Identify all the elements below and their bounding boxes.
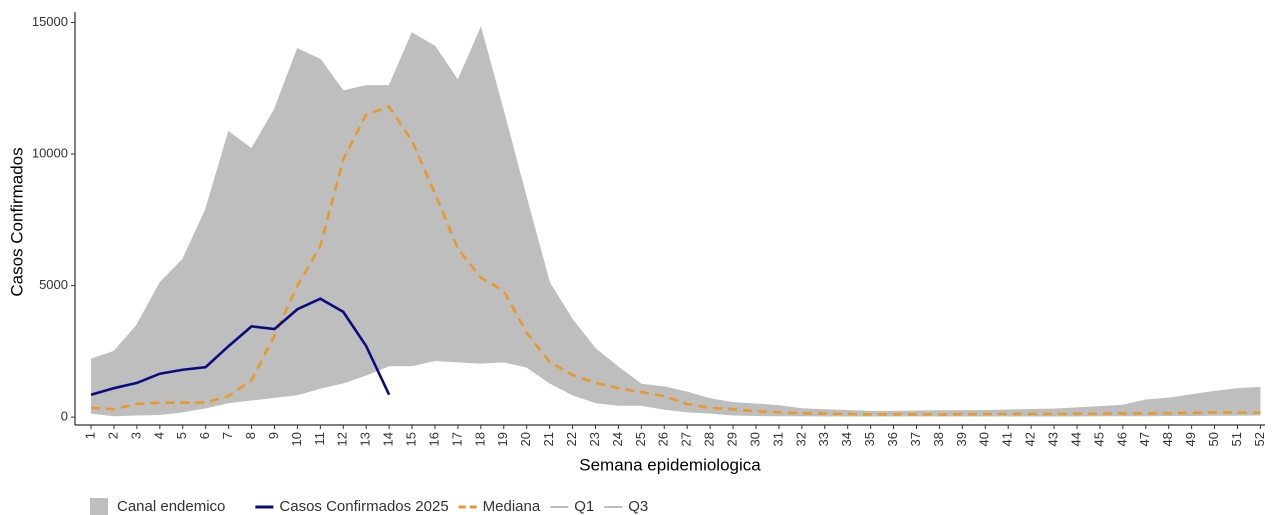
series-line	[90, 105, 1261, 416]
legend-label: Q3	[628, 498, 648, 515]
x-tick-label: 36	[885, 432, 900, 446]
x-tick-label: 1	[82, 432, 97, 439]
y-tick-label: 10000	[32, 145, 68, 160]
y-tick-label: 0	[61, 409, 68, 424]
x-tick-label: 40	[977, 432, 992, 446]
x-tick-label: 15	[403, 432, 418, 446]
x-tick-label: 45	[1091, 432, 1106, 446]
x-tick-label: 28	[702, 432, 717, 446]
x-tick-label: 10	[289, 432, 304, 446]
x-tick-label: 20	[518, 432, 533, 446]
x-tick-label: 13	[358, 432, 373, 446]
x-tick-label: 37	[908, 432, 923, 446]
y-tick-label: 5000	[39, 277, 68, 292]
y-tick-label: 15000	[32, 14, 68, 29]
x-tick-label: 9	[266, 432, 281, 439]
endemic-area	[91, 27, 1261, 417]
x-tick-label: 43	[1045, 432, 1060, 446]
x-tick-label: 30	[747, 432, 762, 446]
y-axis-label: Casos Confirmados	[7, 147, 26, 296]
x-tick-label: 34	[839, 432, 854, 446]
x-tick-label: 17	[449, 432, 464, 446]
x-tick-label: 16	[426, 432, 441, 446]
x-tick-label: 44	[1068, 432, 1083, 446]
series-line	[90, 360, 1261, 417]
x-tick-label: 38	[931, 432, 946, 446]
x-tick-label: 4	[151, 432, 166, 439]
x-tick-label: 11	[312, 432, 327, 446]
x-tick-label: 7	[220, 432, 235, 439]
legend-swatch	[90, 498, 108, 515]
x-tick-label: 19	[495, 432, 510, 446]
x-tick-label: 49	[1183, 432, 1198, 446]
x-tick-label: 5	[174, 432, 189, 439]
x-tick-label: 23	[587, 432, 602, 446]
x-tick-label: 14	[381, 432, 396, 446]
x-tick-label: 52	[1252, 432, 1267, 446]
x-tick-label: 24	[610, 432, 625, 446]
legend-label: Mediana	[483, 498, 541, 515]
series-line	[90, 297, 391, 396]
x-tick-label: 29	[724, 432, 739, 446]
x-tick-label: 50	[1206, 432, 1221, 446]
x-tick-label: 46	[1114, 432, 1129, 446]
x-tick-label: 47	[1137, 432, 1152, 446]
x-tick-label: 33	[816, 432, 831, 446]
x-tick-label: 8	[243, 432, 258, 439]
x-tick-label: 41	[1000, 432, 1015, 446]
x-tick-label: 22	[564, 432, 579, 446]
x-tick-label: 21	[541, 432, 556, 446]
series-line	[90, 26, 1261, 412]
x-tick-label: 2	[105, 432, 120, 439]
x-axis-label: Semana epidemiologica	[579, 455, 761, 474]
x-tick-label: 51	[1229, 432, 1244, 446]
x-tick-label: 6	[197, 432, 212, 439]
x-tick-label: 39	[954, 432, 969, 446]
x-tick-label: 26	[656, 432, 671, 446]
legend-label: Canal endemico	[117, 498, 225, 515]
legend-label: Casos Confirmados 2025	[279, 498, 448, 515]
x-tick-label: 48	[1160, 432, 1175, 446]
legend-label: Q1	[574, 498, 594, 515]
x-tick-label: 25	[633, 432, 648, 446]
x-tick-label: 32	[793, 432, 808, 446]
x-tick-label: 12	[335, 432, 350, 446]
x-tick-label: 31	[770, 432, 785, 446]
x-tick-label: 42	[1023, 432, 1038, 446]
x-tick-label: 35	[862, 432, 877, 446]
x-tick-label: 18	[472, 432, 487, 446]
x-tick-label: 27	[679, 432, 694, 446]
x-tick-label: 3	[128, 432, 143, 439]
